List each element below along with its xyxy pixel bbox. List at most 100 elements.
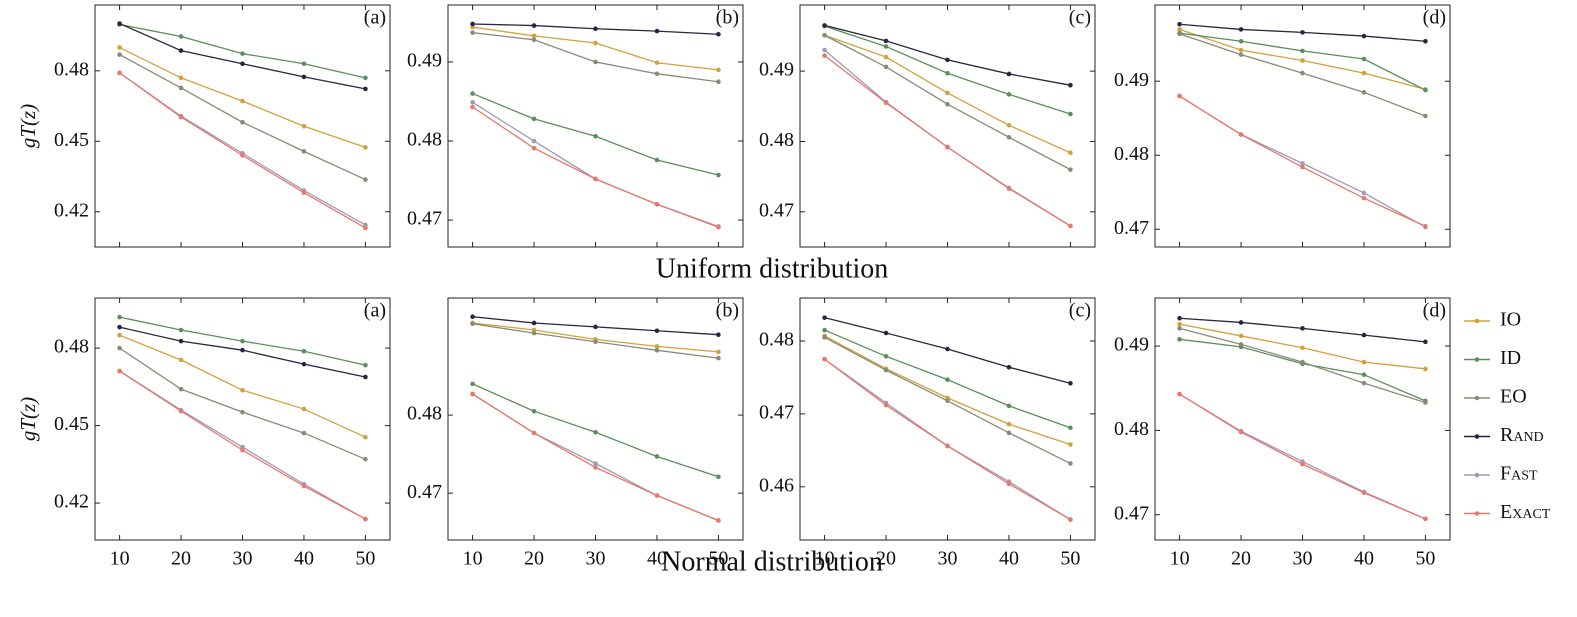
series-line [824,24,1071,86]
y-tick-label: 0.46 [759,474,794,496]
data-point [1068,150,1073,156]
data-point [117,332,122,338]
data-point [240,447,245,453]
data-point [178,386,184,392]
data-point [531,408,537,414]
data-point [470,314,475,320]
data-point [178,357,184,363]
legend-marker [1474,511,1480,516]
data-point [654,344,660,349]
data-point [363,177,368,182]
data-point [945,101,950,107]
data-point [301,74,307,80]
series-line [119,54,366,181]
data-point [531,320,537,326]
data-point [240,347,245,353]
data-point [1238,52,1244,57]
y-tick-label: 0.47 [759,199,794,221]
x-tick-label: 40 [647,548,667,570]
y-tick-label: 0.48 [759,329,794,351]
data-point [470,91,475,96]
y-tick-label: 0.49 [759,59,794,81]
panel-label: (d) [1423,300,1446,322]
data-point [470,30,475,35]
data-point [1177,337,1182,342]
x-tick-label: 40 [1354,548,1374,570]
data-point [240,387,245,393]
row-label: Normal distribution [661,546,883,577]
data-point [117,45,122,50]
data-point [363,225,368,231]
data-point [716,224,721,230]
data-point [1006,421,1012,427]
series-line [824,25,1071,115]
data-point [531,138,537,144]
data-point [1238,333,1244,339]
plot-frame [447,297,744,541]
legend-label: ID [1500,347,1521,369]
y-tick-label: 0.45 [54,413,89,435]
data-point [883,38,889,44]
plot-frame [94,297,391,541]
x-tick-label: 10 [815,548,835,570]
data-point [363,145,368,150]
data-point [1068,82,1073,88]
plot-frame [799,4,1096,248]
data-point [716,332,721,337]
legend-marker [1474,434,1480,439]
data-point [883,64,889,70]
panel-label: (a) [364,7,386,29]
data-point [1361,90,1367,95]
x-tick-label: 20 [524,548,544,570]
data-point [1423,113,1428,119]
legend-marker [1474,395,1480,401]
data-point [178,34,184,39]
data-point [1423,366,1428,372]
data-point [822,53,827,58]
x-tick-label: 50 [708,548,728,570]
y-tick-label: 0.49 [407,50,442,72]
data-point [1361,372,1367,378]
data-point [945,443,950,449]
panel-label: (a) [364,300,386,322]
series-line [824,335,1071,446]
data-point [1300,345,1305,351]
data-point [1068,380,1073,386]
data-point [117,345,122,351]
series-line [472,32,719,83]
series-line [119,23,366,79]
data-point [531,37,537,43]
data-point [716,355,721,361]
series-line [119,347,366,460]
data-point [1238,132,1244,137]
data-point [593,40,598,46]
data-point [654,454,660,459]
data-point [822,47,827,53]
data-point [1068,223,1073,229]
data-point [363,86,368,92]
data-point [822,327,827,333]
y-tick-label: 0.49 [1114,334,1149,356]
data-point [301,190,307,196]
series-line [119,22,366,90]
data-point [301,123,307,129]
data-point [240,409,245,415]
data-point [117,314,122,320]
panel-label: (b) [716,300,739,322]
data-point [1300,161,1305,166]
data-point [470,321,475,327]
data-point [654,328,660,334]
data-point [301,149,307,154]
data-point [470,99,475,105]
data-point [1238,429,1244,435]
data-point [301,483,307,489]
data-point [716,31,721,37]
data-point [593,26,598,32]
data-point [883,54,889,60]
data-point [1006,364,1012,370]
data-point [1068,111,1073,117]
data-point [1361,359,1367,365]
data-point [654,28,660,34]
plot-frame [94,4,391,248]
